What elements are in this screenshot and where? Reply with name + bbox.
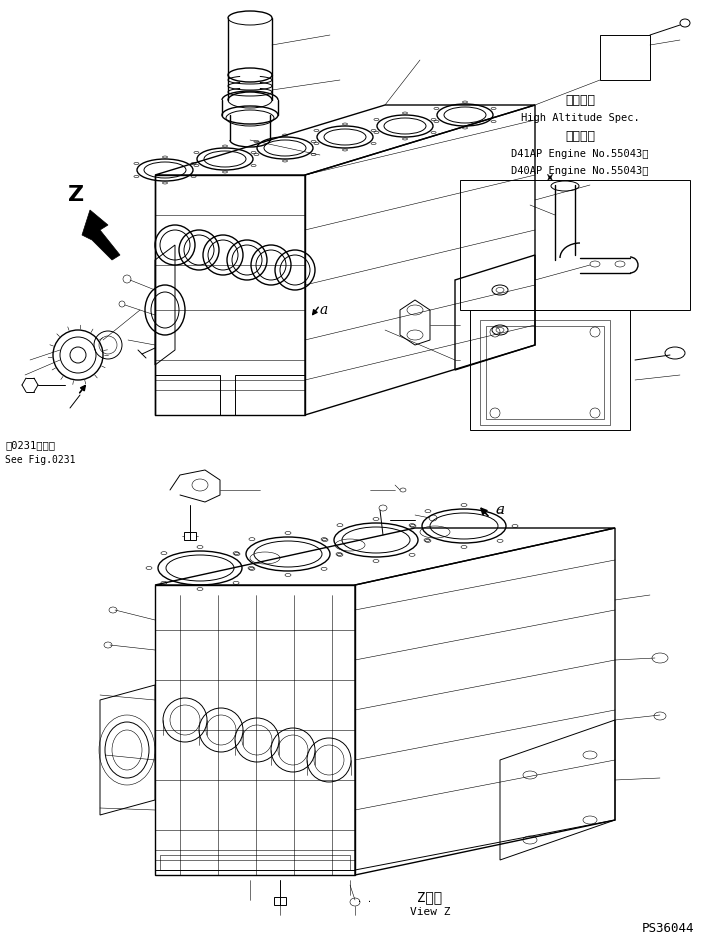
Text: D40AP Engine No.55043～: D40AP Engine No.55043～ — [511, 166, 648, 176]
Text: .: . — [368, 896, 373, 904]
Text: 第0231図参照: 第0231図参照 — [5, 440, 55, 450]
Text: PS36044: PS36044 — [642, 921, 694, 934]
Bar — [274, 897, 286, 905]
Text: Z　視: Z 視 — [417, 890, 442, 904]
Text: 適用号機: 適用号機 — [565, 130, 595, 143]
Text: 高地仕様: 高地仕様 — [565, 93, 595, 106]
Bar — [470, 310, 630, 430]
Bar — [184, 532, 196, 540]
Text: D41AP Engine No.55043～: D41AP Engine No.55043～ — [511, 149, 648, 159]
Text: High Altitude Spec.: High Altitude Spec. — [520, 113, 639, 123]
Text: .: . — [358, 896, 363, 904]
Text: See Fig.0231: See Fig.0231 — [5, 455, 75, 465]
Text: a: a — [495, 503, 504, 517]
Polygon shape — [82, 210, 120, 260]
Text: Z: Z — [68, 185, 84, 205]
Bar — [460, 180, 690, 310]
Text: a: a — [320, 303, 328, 317]
Text: View Z: View Z — [410, 907, 450, 917]
